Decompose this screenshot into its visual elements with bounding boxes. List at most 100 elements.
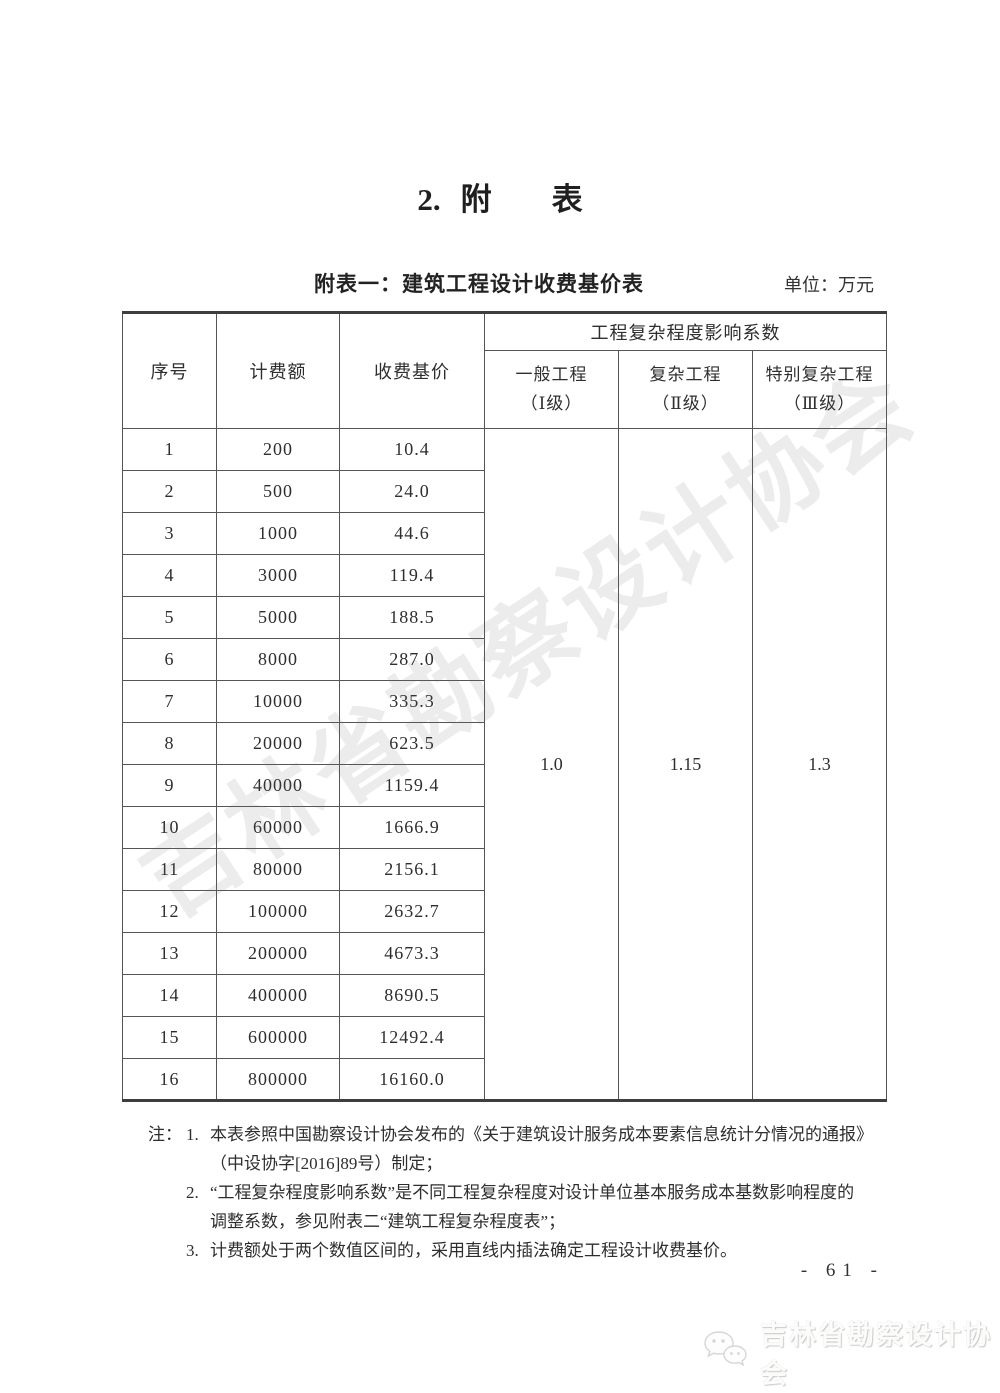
fee-base-price-table: 序号 计费额 收费基价 工程复杂程度影响系数 一般工程 （Ⅰ级） 复杂工程 （Ⅱ…: [122, 311, 888, 1102]
coeff-value-3: 1.3: [751, 428, 888, 1101]
note-number: 1.: [186, 1125, 199, 1144]
cell-price: 2632.7: [339, 890, 485, 933]
cell-amount: 10000: [216, 680, 340, 723]
cell-amount: 60000: [216, 806, 340, 849]
unit-label: 单位：万元: [784, 275, 874, 295]
wechat-logo-icon: [698, 1328, 750, 1377]
note-number: 3.: [186, 1241, 199, 1260]
table-row: 13 200000 4673.3: [122, 932, 887, 975]
cell-amount: 80000: [216, 848, 340, 891]
cell-price: 188.5: [339, 596, 485, 639]
cell-price: 44.6: [339, 512, 485, 555]
cell-no: 9: [122, 764, 217, 807]
table-row: 6 8000 287.0: [122, 638, 887, 681]
coeff-3-grade: （Ⅲ级）: [783, 393, 856, 413]
table-row: 5 5000 188.5: [122, 596, 887, 639]
note-text: 计费额处于两个数值区间的，采用直线内插法确定工程设计收费基价。: [210, 1241, 737, 1260]
table-row: 16 800000 16160.0: [122, 1058, 887, 1101]
notes-label: 注：: [148, 1125, 182, 1144]
coeff-2-grade: （Ⅱ级）: [652, 393, 719, 413]
header-row-sub: 一般工程 （Ⅰ级） 复杂工程 （Ⅱ级） 特别复杂工程 （Ⅲ级）: [123, 350, 888, 429]
col-header-amount: 计费额: [216, 312, 340, 429]
cell-no: 10: [122, 806, 217, 849]
cell-amount: 100000: [216, 890, 340, 933]
table-row: 1 200 10.4 1.0 1.15 1.3: [122, 428, 888, 1101]
col-header-coeff-group: 工程复杂程度影响系数: [483, 312, 888, 351]
table-row: 14 400000 8690.5: [122, 974, 887, 1017]
cell-price: 1666.9: [339, 806, 485, 849]
note-text: 本表参照中国勘察设计协会发布的《关于建筑设计服务成本要素信息统计分情况的通报》（…: [210, 1125, 865, 1173]
cell-price: 335.3: [339, 680, 485, 723]
col-header-coeff-3: 特别复杂工程 （Ⅲ级）: [751, 350, 888, 429]
cell-price: 623.5: [339, 722, 485, 765]
page-number: - 61 -: [800, 1260, 884, 1281]
cell-amount: 200000: [216, 932, 340, 975]
cell-amount: 200: [216, 428, 340, 471]
cell-no: 4: [122, 554, 217, 597]
cell-no: 12: [122, 890, 217, 933]
cell-amount: 1000: [216, 512, 340, 555]
coeff-3-name: 特别复杂工程: [765, 365, 874, 385]
cell-amount: 5000: [216, 596, 340, 639]
table-row: 3 1000 44.6: [122, 512, 887, 555]
coeff-1-grade: （Ⅰ级）: [520, 393, 583, 413]
cell-price: 16160.0: [339, 1058, 485, 1101]
cell-price: 8690.5: [339, 974, 485, 1017]
coeff-2-name: 复杂工程: [649, 365, 722, 385]
cell-no: 13: [122, 932, 217, 975]
table-caption-row: 附表一：建筑工程设计收费基价表 单位：万元: [122, 262, 886, 306]
note-number: 2.: [186, 1183, 199, 1202]
cell-price: 2156.1: [339, 848, 485, 891]
table-row: 2 500 24.0: [122, 470, 887, 513]
table-row: 9 40000 1159.4: [122, 764, 887, 807]
cell-price: 287.0: [339, 638, 485, 681]
table-row: 4 3000 119.4: [122, 554, 887, 597]
section-title-char2: 表: [551, 182, 583, 217]
section-number: 2.: [417, 182, 441, 217]
notes-block: 注： 1. 本表参照中国勘察设计协会发布的《关于建筑设计服务成本要素信息统计分情…: [148, 1120, 888, 1265]
col-header-coeff-1: 一般工程 （Ⅰ级）: [484, 350, 619, 429]
section-title-char1: 附: [460, 182, 492, 217]
cell-price: 4673.3: [339, 932, 485, 975]
note-item: 2. “工程复杂程度影响系数”是不同工程复杂程度对设计单位基本服务成本基数影响程…: [186, 1178, 876, 1236]
note-item: 3. 计费额处于两个数值区间的，采用直线内插法确定工程设计收费基价。: [186, 1236, 876, 1265]
col-header-coeff-2: 复杂工程 （Ⅱ级）: [618, 350, 753, 429]
cell-no: 1: [122, 428, 217, 471]
cell-price: 24.0: [339, 470, 485, 513]
col-header-base-price: 收费基价: [339, 312, 485, 429]
cell-amount: 400000: [216, 974, 340, 1017]
table-row: 11 80000 2156.1: [122, 848, 887, 891]
cell-no: 5: [122, 596, 217, 639]
coeff-1-name: 一般工程: [515, 365, 588, 385]
table-row: 8 20000 623.5: [122, 722, 887, 765]
cell-amount: 20000: [216, 722, 340, 765]
cell-no: 3: [122, 512, 217, 555]
cell-amount: 40000: [216, 764, 340, 807]
cell-price: 1159.4: [339, 764, 485, 807]
cell-amount: 3000: [216, 554, 340, 597]
cell-amount: 800000: [216, 1058, 340, 1101]
cell-amount: 500: [216, 470, 340, 513]
cell-price: 12492.4: [339, 1016, 485, 1059]
footer-brand-text: 吉林省勘察设计协会: [760, 1320, 992, 1389]
cell-no: 7: [122, 680, 217, 723]
cell-no: 14: [122, 974, 217, 1017]
note-item: 1. 本表参照中国勘察设计协会发布的《关于建筑设计服务成本要素信息统计分情况的通…: [186, 1120, 876, 1178]
cell-amount: 600000: [216, 1016, 340, 1059]
note-text: “工程复杂程度影响系数”是不同工程复杂程度对设计单位基本服务成本基数影响程度的调…: [210, 1183, 855, 1231]
coeff-value-2: 1.15: [618, 428, 753, 1101]
cell-price: 10.4: [339, 428, 485, 471]
footer-brand: 吉林省勘察设计协会: [698, 1320, 1000, 1389]
cell-no: 11: [122, 848, 217, 891]
cell-no: 16: [122, 1058, 217, 1101]
cell-amount: 8000: [216, 638, 340, 681]
table-row: 12 100000 2632.7: [122, 890, 887, 933]
cell-no: 6: [122, 638, 217, 681]
table-caption: 附表一：建筑工程设计收费基价表: [314, 272, 644, 296]
table-row: 7 10000 335.3: [122, 680, 887, 723]
coeff-value-1: 1.0: [484, 428, 619, 1101]
cell-no: 2: [122, 470, 217, 513]
cell-price: 119.4: [339, 554, 485, 597]
cell-no: 8: [122, 722, 217, 765]
cell-no: 15: [122, 1016, 217, 1059]
